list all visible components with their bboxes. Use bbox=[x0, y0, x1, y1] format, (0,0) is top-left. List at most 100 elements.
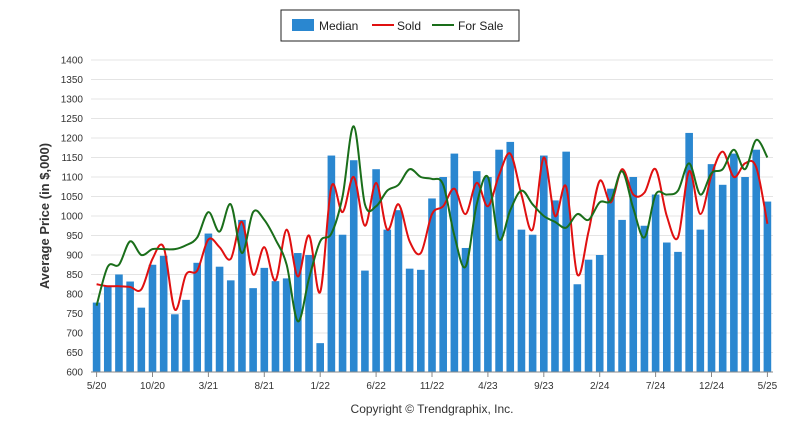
median-bar bbox=[763, 201, 772, 372]
median-bar bbox=[685, 132, 693, 372]
median-bar bbox=[618, 219, 626, 372]
median-bar bbox=[540, 155, 548, 372]
median-bar bbox=[316, 343, 324, 372]
median-bar bbox=[517, 229, 526, 372]
y-tick-label: 850 bbox=[66, 270, 83, 281]
legend-label-sold: Sold bbox=[397, 19, 421, 33]
median-bar bbox=[115, 274, 123, 372]
sold-line bbox=[96, 150, 769, 311]
y-tick-label: 1300 bbox=[61, 95, 84, 106]
median-bar bbox=[472, 171, 481, 372]
median-bar bbox=[204, 233, 213, 372]
median-bar bbox=[584, 259, 593, 372]
median-bar bbox=[171, 314, 179, 372]
y-tick-label: 750 bbox=[66, 309, 83, 320]
median-bar bbox=[182, 299, 190, 372]
x-tick-label: 1/22 bbox=[310, 381, 330, 392]
y-tick-label: 600 bbox=[66, 368, 83, 379]
median-bar bbox=[573, 284, 582, 372]
y-tick-label: 900 bbox=[66, 251, 83, 262]
median-bar bbox=[562, 151, 570, 372]
x-tick-label: 10/20 bbox=[140, 381, 165, 392]
median-bar bbox=[305, 255, 313, 372]
median-bar bbox=[696, 229, 705, 372]
median-bar bbox=[651, 194, 660, 372]
median-bar bbox=[226, 280, 235, 372]
x-tick-label: 12/24 bbox=[699, 381, 724, 392]
x-tick-label: 11/22 bbox=[420, 381, 445, 392]
median-bar bbox=[137, 307, 146, 372]
median-bar bbox=[551, 200, 559, 372]
median-bar bbox=[674, 251, 682, 372]
median-bar bbox=[271, 281, 280, 372]
median-bar bbox=[249, 288, 257, 372]
median-bar bbox=[394, 210, 403, 372]
median-bar bbox=[741, 177, 749, 372]
y-axis-ticks: 600 650 700 750 800 850 900 950 1000 1050 1100 1150… bbox=[61, 56, 84, 379]
median-bar bbox=[461, 247, 470, 372]
median-bar bbox=[707, 164, 716, 372]
for-sale-line bbox=[95, 125, 769, 323]
median-bar bbox=[607, 188, 615, 372]
legend-label-for-sale: For Sale bbox=[458, 19, 504, 33]
trend-lines bbox=[95, 125, 769, 323]
y-tick-label: 1400 bbox=[61, 56, 84, 67]
x-tick-label: 9/23 bbox=[534, 381, 554, 392]
median-bar bbox=[439, 177, 447, 372]
median-bar bbox=[327, 155, 336, 372]
x-axis-ticks: 5/20 10/20 3/21 8/21 1/22 6/22 11/22 4/23 9/23 2/… bbox=[87, 372, 778, 392]
median-bar bbox=[372, 169, 380, 372]
median-bar bbox=[484, 177, 492, 372]
copyright-notice: Copyright © Trendgraphix, Inc. bbox=[351, 402, 514, 416]
median-bar bbox=[405, 268, 414, 372]
median-bar bbox=[718, 184, 727, 372]
x-tick-label: 3/21 bbox=[199, 381, 219, 392]
y-tick-label: 650 bbox=[66, 348, 83, 359]
median-bars bbox=[92, 132, 772, 372]
median-bar bbox=[193, 262, 202, 372]
median-bar bbox=[282, 278, 291, 372]
median-bar bbox=[640, 225, 649, 372]
median-bar bbox=[215, 266, 224, 372]
median-bar bbox=[383, 229, 392, 372]
x-tick-label: 6/22 bbox=[366, 381, 386, 392]
median-bar bbox=[349, 160, 358, 372]
median-bar bbox=[528, 234, 537, 372]
x-tick-label: 2/24 bbox=[590, 381, 610, 392]
y-tick-label: 1100 bbox=[61, 173, 83, 184]
median-bar bbox=[260, 267, 269, 372]
median-bar bbox=[238, 219, 246, 372]
median-bar bbox=[92, 302, 101, 372]
y-tick-label: 950 bbox=[66, 231, 83, 242]
x-tick-label: 8/21 bbox=[255, 381, 275, 392]
y-tick-label: 1050 bbox=[61, 192, 84, 203]
legend: Median Sold For Sale bbox=[280, 9, 520, 42]
y-tick-label: 1000 bbox=[61, 212, 84, 223]
median-bar bbox=[361, 270, 369, 372]
median-bar bbox=[495, 149, 503, 372]
median-bar bbox=[338, 234, 347, 372]
legend-box bbox=[280, 9, 520, 42]
median-bar bbox=[417, 269, 425, 372]
median-bar bbox=[126, 281, 134, 372]
x-tick-label: 5/20 bbox=[87, 381, 107, 392]
median-bar bbox=[752, 149, 761, 372]
median-bar bbox=[294, 253, 302, 372]
y-tick-label: 700 bbox=[66, 329, 83, 340]
y-tick-label: 1150 bbox=[61, 153, 83, 164]
legend-label-median: Median bbox=[319, 19, 358, 33]
legend-swatch-median bbox=[292, 19, 314, 31]
median-bar bbox=[595, 255, 604, 372]
x-tick-label: 5/25 bbox=[758, 381, 778, 392]
median-bar bbox=[148, 264, 157, 372]
median-bar bbox=[450, 153, 459, 372]
median-bar bbox=[159, 255, 168, 372]
y-tick-label: 1250 bbox=[61, 114, 84, 125]
x-tick-label: 7/24 bbox=[646, 381, 666, 392]
median-bar bbox=[730, 153, 738, 372]
median-bar bbox=[103, 286, 112, 372]
median-bar bbox=[506, 141, 515, 372]
median-bar bbox=[662, 242, 671, 372]
x-tick-label: 4/23 bbox=[478, 381, 498, 392]
